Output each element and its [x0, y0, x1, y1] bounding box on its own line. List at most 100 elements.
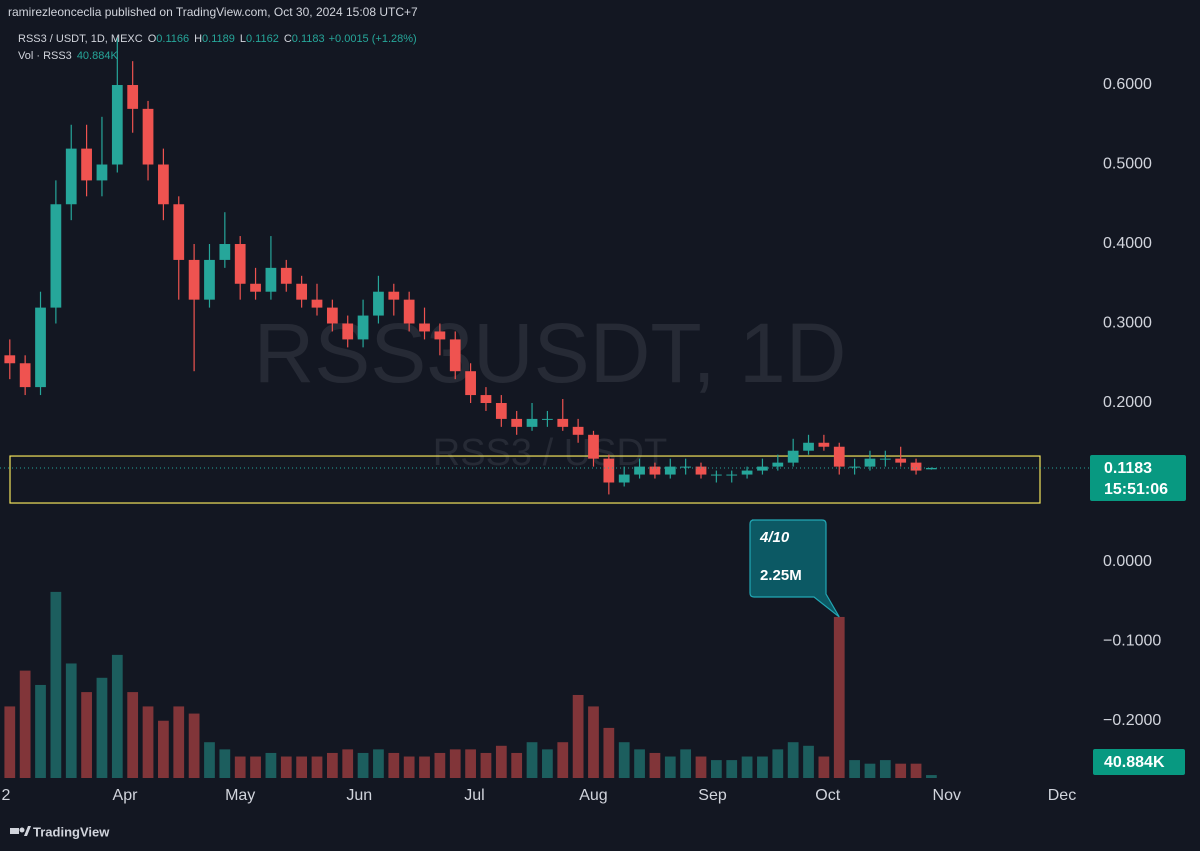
candle-body — [342, 323, 354, 340]
legend-value: 0.1162 — [246, 33, 279, 45]
volume-bar — [787, 742, 799, 778]
y-tick-label: 0.3000 — [1103, 315, 1152, 332]
candle-body — [173, 204, 185, 260]
volume-bar — [864, 763, 876, 778]
volume-bar — [342, 749, 354, 778]
volume-value: 40.884K — [77, 50, 119, 62]
candle-body — [311, 299, 323, 308]
plot: RSS3USDT, 1D RSS3 / USDT — [4, 37, 1041, 778]
candle-body — [634, 466, 645, 475]
candle-body — [710, 474, 722, 476]
volume-bar — [588, 706, 599, 778]
volume-bar — [603, 727, 615, 778]
volume-bar — [695, 756, 707, 778]
y-tick-label: 0.6000 — [1103, 76, 1152, 93]
candle-body — [926, 467, 937, 470]
candle-body — [588, 434, 599, 459]
candle-body — [111, 85, 123, 165]
publisher: ramirezleonceclia published on TradingVi… — [8, 5, 418, 19]
candle-body — [511, 418, 523, 427]
legend-key: H — [194, 33, 202, 45]
countdown: 15:51:06 — [1104, 481, 1168, 498]
volume-bar — [434, 752, 446, 778]
candle-body — [603, 458, 615, 483]
volume-bar — [526, 742, 538, 778]
candle-body — [65, 148, 77, 205]
volume-bar — [557, 742, 569, 778]
last-price-label: 0.1183 — [1104, 460, 1152, 477]
candle-body — [572, 426, 584, 435]
volume-bar — [65, 663, 77, 778]
volume-bar — [373, 749, 384, 778]
x-tick-label: Nov — [933, 787, 961, 804]
volume-bar — [4, 706, 16, 778]
last-price-box — [1090, 454, 1186, 501]
volume-bar — [710, 760, 722, 778]
candle-body — [849, 466, 860, 468]
candle-body — [818, 442, 830, 447]
legend-key: C — [284, 33, 292, 45]
candle-body — [910, 462, 922, 471]
legend-symbol: RSS3 / USDT, 1D, MEXC — [18, 33, 143, 45]
volume-legend: Vol · RSS3 40.884K — [18, 50, 118, 62]
volume-bar — [111, 654, 123, 778]
volume-bar — [142, 706, 154, 778]
watermark: RSS3USDT, 1D — [254, 306, 847, 400]
candle-body — [50, 204, 62, 308]
volume-bar — [158, 720, 169, 778]
candle-body — [465, 371, 476, 396]
candle-body — [35, 307, 46, 388]
x-tick-label: May — [225, 787, 255, 804]
candle-body — [142, 108, 154, 165]
annotation-label: 2.25M — [760, 567, 802, 584]
candle-body — [326, 307, 338, 324]
brand: TradingView — [33, 824, 110, 839]
volume-bar — [634, 749, 645, 778]
candle-body — [772, 462, 784, 467]
candle-body — [864, 458, 876, 467]
volume-bar — [296, 756, 308, 778]
candle-body — [280, 267, 292, 284]
x-tick-label: Jun — [346, 787, 372, 804]
volume-bar — [81, 692, 92, 778]
volume-bar — [449, 749, 461, 778]
legend-change: +0.0015 (+1.28%) — [329, 33, 417, 45]
candle-body — [265, 267, 277, 292]
volume-bar — [818, 756, 830, 778]
last-volume-label: 40.884K — [1104, 754, 1165, 771]
tv-logo — [10, 826, 31, 836]
candle-body — [618, 474, 630, 483]
candle-body — [449, 339, 461, 372]
candle-body — [204, 259, 215, 300]
x-tick-label: Sep — [698, 787, 727, 804]
legend-key: L — [240, 33, 246, 45]
candle-body — [495, 403, 507, 419]
volume-bar — [388, 752, 400, 778]
candle-body — [803, 442, 814, 451]
candle-body — [127, 85, 139, 109]
candle-body — [741, 470, 753, 475]
candle-body — [757, 466, 768, 471]
candle-body — [234, 244, 246, 284]
volume-bar — [495, 745, 507, 778]
candle-body — [879, 458, 891, 460]
volume-bar — [173, 706, 185, 778]
candle-body — [373, 291, 384, 316]
legend: RSS3 / USDT, 1D, MEXC O0.1166 H0.1189 L0.11… — [18, 33, 417, 45]
volume-bar — [757, 756, 768, 778]
y-tick-label: 0.2000 — [1103, 394, 1152, 411]
volume-bar — [19, 670, 31, 778]
candle-body — [296, 283, 308, 300]
legend-key: O — [148, 33, 157, 45]
volume-bar — [910, 763, 922, 778]
volume-bar — [419, 756, 430, 778]
volume-bar — [879, 760, 891, 778]
annotation-callout — [749, 519, 840, 618]
x-tick-label: 2 — [1, 787, 10, 804]
candle-body — [388, 291, 400, 300]
candle-body — [419, 323, 430, 332]
volume-bar — [849, 760, 860, 778]
volume-bar — [511, 752, 523, 778]
volume-bar — [188, 713, 200, 778]
